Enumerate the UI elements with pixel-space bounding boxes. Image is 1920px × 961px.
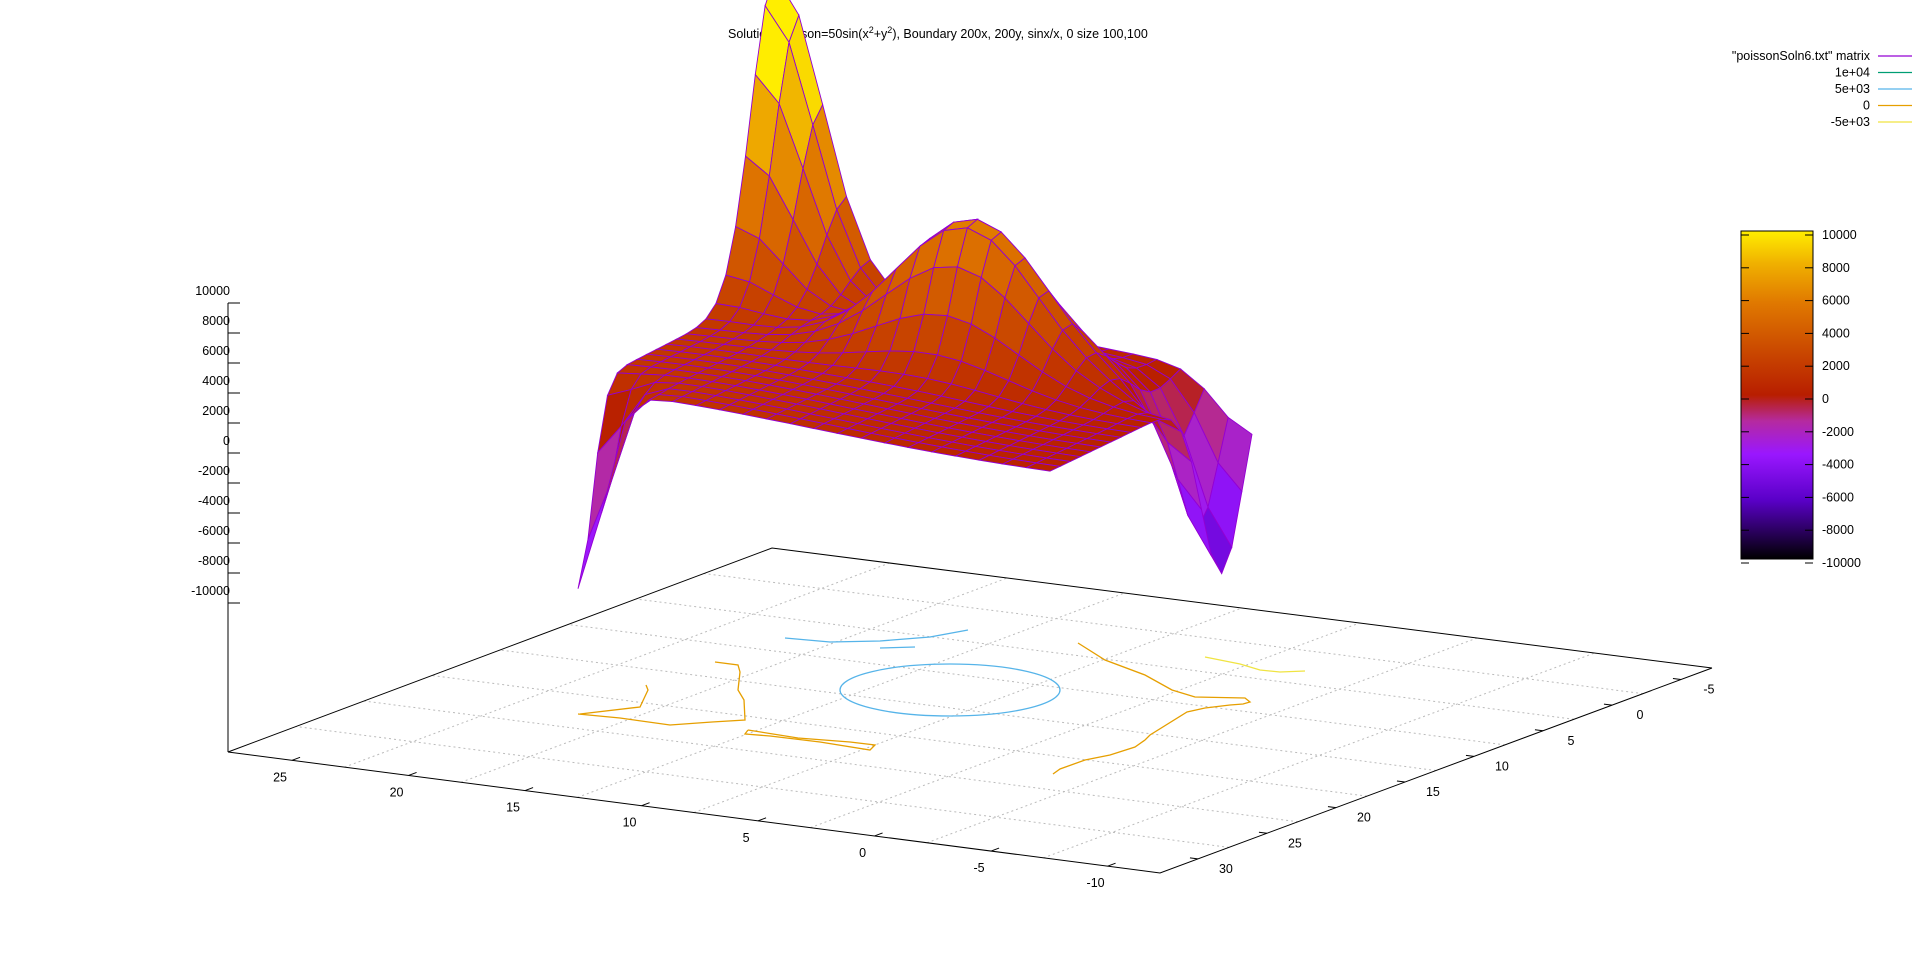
y-tick-mark bbox=[1465, 754, 1475, 757]
colorbar-tick-label: -10000 bbox=[1822, 556, 1861, 570]
colorbar-tick-label: 6000 bbox=[1822, 294, 1850, 308]
y-tick-label: 30 bbox=[1219, 862, 1233, 876]
y-tick-mark bbox=[1603, 703, 1613, 706]
z-tick-label: 0 bbox=[223, 434, 230, 448]
y-tick-label: 0 bbox=[1636, 708, 1643, 722]
y-tick-mark bbox=[1327, 806, 1337, 809]
legend-label: 1e+04 bbox=[1835, 66, 1870, 80]
y-tick-mark bbox=[1534, 729, 1544, 732]
y-tick-label: -5 bbox=[1703, 683, 1714, 697]
z-tick-label: -10000 bbox=[191, 584, 230, 598]
z-tick-label: -2000 bbox=[198, 464, 230, 478]
z-tick-label: 10000 bbox=[195, 284, 230, 298]
y-axis-ticks: -5 0 5 10 15 20 25 30 bbox=[1189, 678, 1715, 876]
y-tick-label: 20 bbox=[1357, 811, 1371, 825]
y-tick-label: 15 bbox=[1426, 785, 1440, 799]
colorbar-tick-label: -8000 bbox=[1822, 523, 1854, 537]
z-tick-label: -6000 bbox=[198, 524, 230, 538]
y-tick-mark bbox=[1396, 780, 1406, 783]
x-tick-label: -10 bbox=[1087, 876, 1105, 890]
x-tick-label: 10 bbox=[623, 816, 637, 830]
z-axis-ticks: 10000 8000 6000 4000 2000 0 -2000 -4000 -6000 -80… bbox=[191, 284, 240, 604]
z-tick-label: -4000 bbox=[198, 494, 230, 508]
base-axes bbox=[227, 547, 1713, 874]
y-tick-label: 5 bbox=[1567, 734, 1574, 748]
x-tick-label: 15 bbox=[506, 801, 520, 815]
x-tick-mark bbox=[990, 847, 1000, 852]
contour-lines bbox=[577, 629, 1306, 775]
legend-label: -5e+03 bbox=[1831, 115, 1870, 129]
x-tick-label: 25 bbox=[273, 770, 287, 784]
legend-label: 5e+03 bbox=[1835, 82, 1870, 96]
z-tick-label: 8000 bbox=[202, 314, 230, 328]
x-tick-mark bbox=[1107, 862, 1116, 867]
colorbar-tick-label: 0 bbox=[1822, 392, 1829, 406]
y-tick-mark bbox=[1189, 857, 1199, 860]
y-tick-mark bbox=[1672, 678, 1682, 681]
surface-mesh bbox=[577, 0, 1253, 589]
x-tick-mark bbox=[524, 787, 534, 792]
colorbar-tick-label: 10000 bbox=[1822, 228, 1857, 242]
colorbar-tick-label: 8000 bbox=[1822, 261, 1850, 275]
legend-label: "poissonSoln6.txt" matrix bbox=[1732, 49, 1871, 63]
x-tick-label: -5 bbox=[974, 861, 985, 875]
y-tick-label: 25 bbox=[1288, 836, 1302, 850]
colorbar-tick-label: -4000 bbox=[1822, 458, 1854, 472]
colorbar-tick-label: -6000 bbox=[1822, 490, 1854, 504]
y-tick-label: 10 bbox=[1495, 759, 1509, 773]
legend: "poissonSoln6.txt" matrix 1e+04 5e+03 0 -5e+… bbox=[1732, 49, 1912, 129]
colorbar bbox=[1740, 230, 1814, 560]
x-tick-mark bbox=[408, 771, 417, 776]
surface-facet bbox=[1024, 462, 1062, 472]
colorbar-ticks: 10000 8000 6000 4000 2000 0 -2000 -4000 -6000 -80… bbox=[1741, 228, 1861, 570]
colorbar-tick-label: 2000 bbox=[1822, 359, 1850, 373]
legend-label: 0 bbox=[1863, 99, 1870, 113]
x-tick-mark bbox=[874, 832, 883, 837]
y-tick-mark bbox=[1258, 831, 1268, 834]
x-tick-label: 20 bbox=[390, 785, 404, 799]
colorbar-tick-label: -2000 bbox=[1822, 425, 1854, 439]
base-grid bbox=[295, 562, 1644, 859]
colorbar-tick-label: 4000 bbox=[1822, 326, 1850, 340]
x-tick-label: 0 bbox=[859, 846, 866, 860]
x-tick-mark bbox=[291, 756, 301, 761]
x-tick-mark bbox=[641, 802, 650, 807]
z-tick-label: 6000 bbox=[202, 344, 230, 358]
x-tick-mark bbox=[757, 817, 767, 822]
z-tick-label: -8000 bbox=[198, 554, 230, 568]
z-tick-label: 4000 bbox=[202, 374, 230, 388]
z-tick-label: 2000 bbox=[202, 404, 230, 418]
x-axis-ticks: 25 20 15 10 5 0 -5 -10 bbox=[273, 756, 1116, 890]
x-tick-label: 5 bbox=[743, 831, 750, 845]
